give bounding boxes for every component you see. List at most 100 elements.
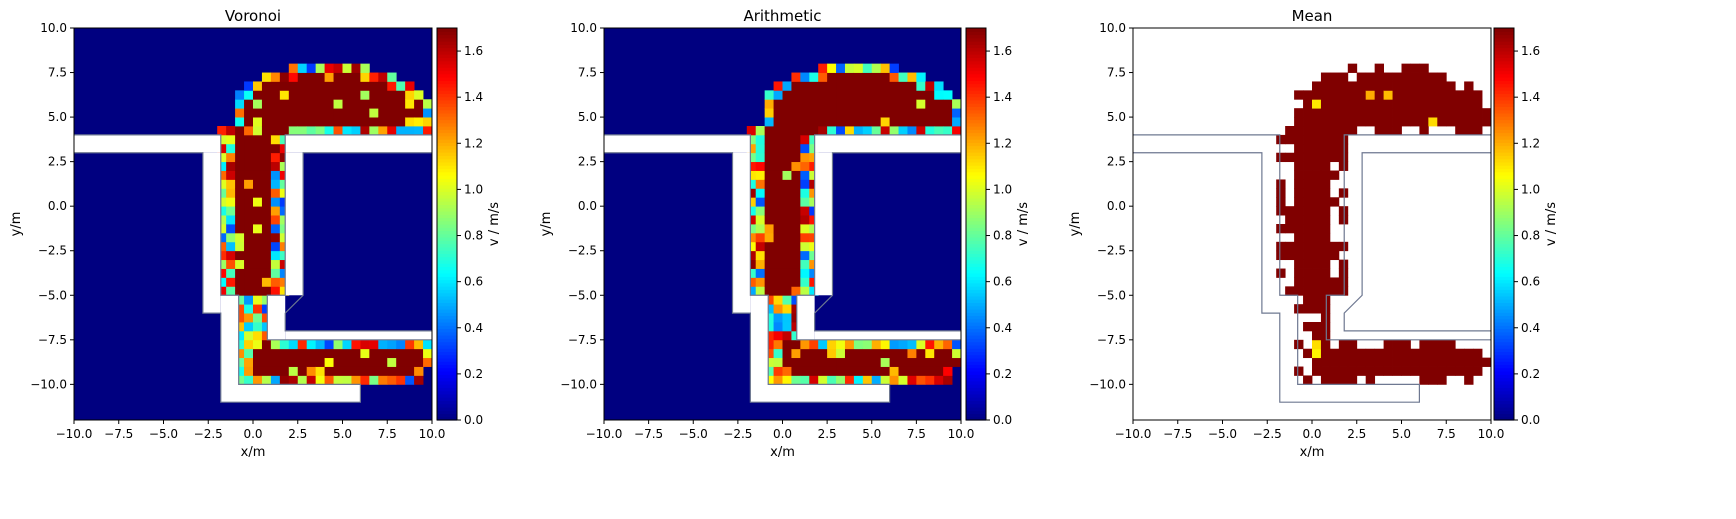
heatmap-cell — [244, 99, 254, 109]
heatmap-cell — [880, 366, 890, 376]
y-tick-label: 2.5 — [578, 155, 597, 169]
heatmap-cell — [1294, 161, 1304, 171]
heatmap-cell — [773, 179, 783, 189]
heatmap-cell — [1365, 99, 1376, 109]
heatmap-cell — [351, 90, 361, 100]
x-tick-label: −5.0 — [149, 427, 178, 441]
heatmap-cell — [270, 268, 281, 278]
heatmap-cell — [217, 268, 227, 278]
heatmap-cell — [1294, 366, 1304, 376]
colorbar-segment — [437, 361, 457, 366]
heatmap-cell — [226, 179, 236, 189]
heatmap-cell — [1410, 90, 1420, 100]
heatmap-cell — [297, 63, 308, 73]
colorbar-segment — [437, 282, 457, 287]
heatmap-cell — [773, 232, 783, 243]
colorbar-segment — [1494, 233, 1514, 238]
heatmap-cell — [1428, 375, 1438, 385]
colorbar-segment — [437, 325, 457, 330]
colorbar-segment — [437, 145, 457, 150]
colorbar-segment — [966, 289, 986, 294]
heatmap-cell — [1312, 268, 1322, 278]
heatmap-cell — [853, 126, 864, 136]
wall-segment — [814, 134, 961, 153]
colorbar-segment — [437, 161, 457, 166]
heatmap-cell — [1320, 375, 1331, 385]
heatmap-cell — [880, 72, 890, 82]
colorbar-segment — [966, 41, 986, 45]
colorbar-segment — [437, 165, 457, 170]
heatmap-cell — [315, 366, 325, 376]
heatmap-cell — [1329, 117, 1340, 127]
heatmap-cell — [306, 366, 317, 376]
colorbar-segment — [966, 112, 986, 117]
heatmap-cell — [261, 126, 272, 136]
y-tick-label: 0.0 — [578, 199, 597, 213]
heatmap-cell — [1365, 366, 1376, 376]
heatmap-cell — [1338, 375, 1349, 385]
colorbar-segment — [966, 161, 986, 166]
heatmap-cell — [782, 152, 792, 163]
colorbar-segment — [437, 41, 457, 45]
heatmap-cell — [773, 81, 783, 91]
heatmap-cell — [925, 339, 935, 350]
colorbar-segment — [1494, 299, 1514, 303]
colorbar-segment — [966, 116, 986, 121]
heatmap-cell — [1464, 117, 1474, 127]
heatmap-cell — [396, 108, 406, 118]
heatmap-cell — [1347, 81, 1358, 91]
heatmap-cell — [288, 81, 299, 91]
heatmap-cell — [809, 348, 819, 359]
heatmap-cell — [773, 339, 783, 350]
heatmap-cell — [1285, 134, 1295, 145]
heatmap-cell — [818, 357, 828, 367]
heatmap-cell — [889, 126, 899, 136]
heatmap-cell — [244, 126, 254, 136]
heatmap-cell — [880, 375, 890, 385]
colorbar-segment — [437, 318, 457, 323]
heatmap-cell — [773, 188, 783, 198]
heatmap-cell — [387, 72, 397, 82]
colorbar-segment — [437, 148, 457, 153]
colorbar-segment — [437, 416, 457, 421]
heatmap-cell — [746, 277, 757, 287]
wall-segment — [202, 152, 221, 314]
heatmap-cell — [217, 152, 227, 163]
heatmap-cell — [244, 90, 254, 100]
heatmap-cell — [1303, 286, 1313, 296]
colorbar-segment — [966, 331, 986, 336]
colorbar-segment — [966, 148, 986, 153]
heatmap-cell — [279, 268, 290, 278]
heatmap-cell — [791, 339, 801, 350]
heatmap-cell — [360, 348, 370, 359]
colorbar-segment — [1494, 60, 1514, 65]
colorbar-segment — [966, 279, 986, 284]
heatmap-cell — [791, 250, 801, 261]
heatmap-cell — [1294, 117, 1304, 127]
colorbar-segment — [1494, 80, 1514, 85]
heatmap-cell — [270, 81, 281, 91]
heatmap-cell — [217, 126, 227, 136]
heatmap-cell — [1464, 126, 1474, 136]
heatmap-cell — [1401, 339, 1411, 350]
heatmap-cell — [1338, 117, 1349, 127]
colorbar-segment — [966, 302, 986, 307]
colorbar-segment — [1494, 328, 1514, 333]
x-tick-label: −2.5 — [723, 427, 752, 441]
heatmap-cell — [1285, 286, 1295, 296]
colorbar-segment — [1494, 289, 1514, 294]
x-tick-label: 7.5 — [907, 427, 926, 441]
heatmap-cell — [360, 108, 370, 118]
heatmap-cell — [1446, 348, 1456, 359]
heatmap-cell — [387, 348, 397, 359]
heatmap-cell — [880, 108, 890, 118]
heatmap-cell — [1383, 108, 1393, 118]
colorbar-segment — [437, 34, 457, 39]
heatmap-cell — [1419, 108, 1429, 118]
heatmap-cell — [1312, 357, 1322, 367]
colorbar-segment — [437, 380, 457, 385]
heatmap-cell — [253, 99, 263, 109]
heatmap-cell — [378, 117, 388, 127]
heatmap-cell — [773, 295, 783, 305]
heatmap-cell — [907, 117, 917, 127]
